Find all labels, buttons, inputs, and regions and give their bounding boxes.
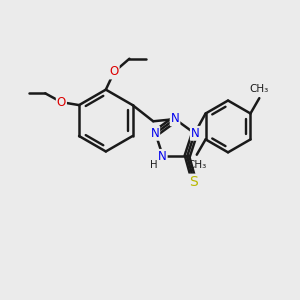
Text: N: N — [191, 127, 200, 140]
Text: CH₃: CH₃ — [187, 160, 206, 170]
Text: CH₃: CH₃ — [250, 84, 269, 94]
Text: N: N — [151, 127, 159, 140]
Text: O: O — [57, 96, 66, 109]
Text: N: N — [171, 112, 179, 125]
Text: S: S — [189, 175, 197, 189]
Text: N: N — [158, 150, 167, 163]
Text: H: H — [150, 160, 158, 170]
Text: O: O — [110, 65, 119, 79]
